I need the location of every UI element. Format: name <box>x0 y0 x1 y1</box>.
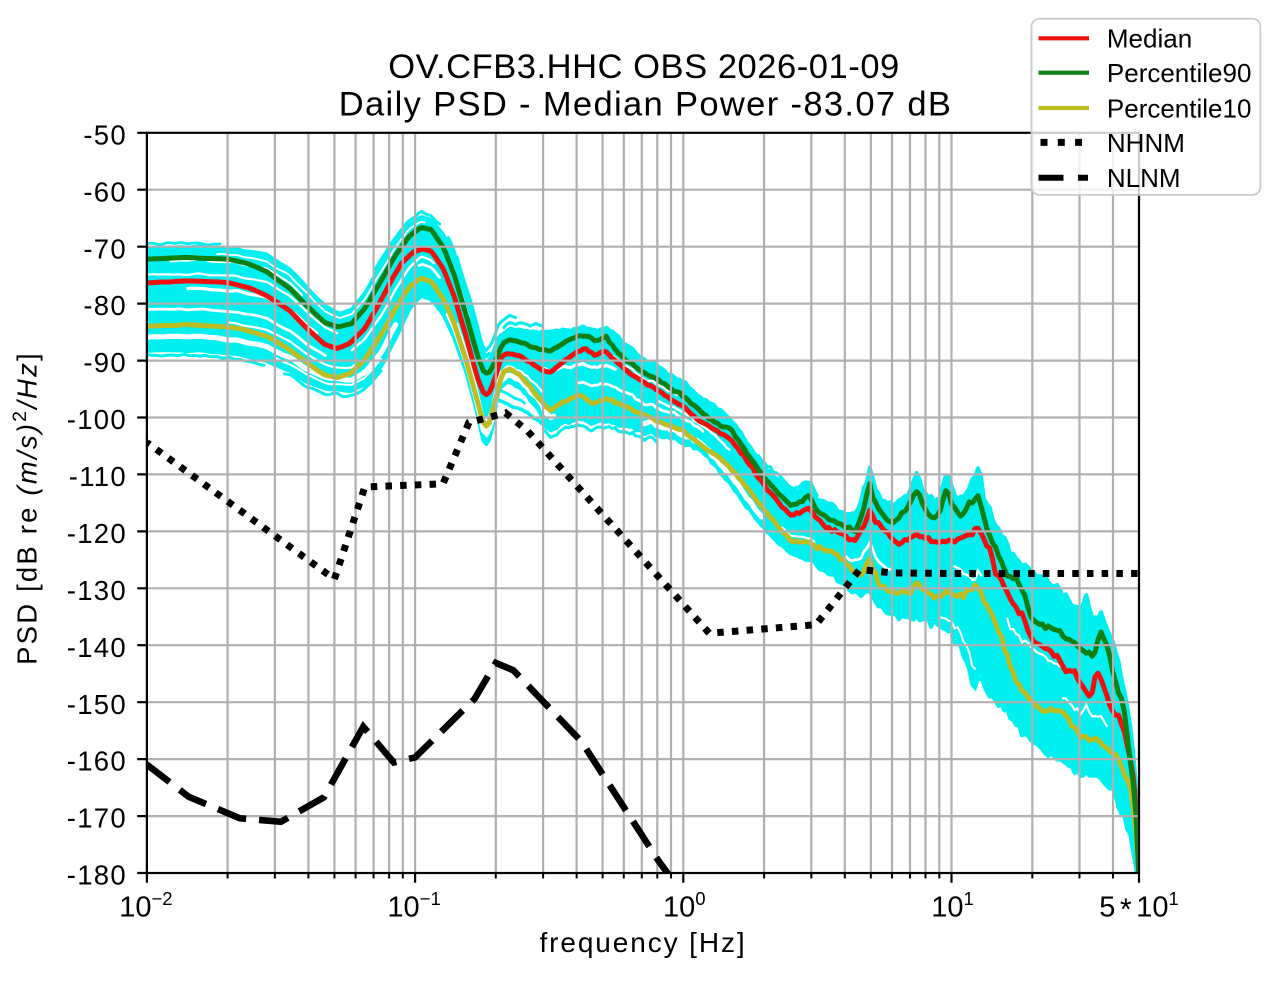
svg-text:NLNM: NLNM <box>1107 163 1181 193</box>
svg-text:-150: -150 <box>67 689 127 720</box>
svg-text:-120: -120 <box>67 518 127 549</box>
svg-text:-130: -130 <box>67 575 127 606</box>
svg-text:-80: -80 <box>83 290 127 321</box>
svg-text:10−2: 10−2 <box>119 888 172 923</box>
svg-text:frequency [Hz]: frequency [Hz] <box>539 927 746 958</box>
svg-text:-60: -60 <box>83 176 127 207</box>
svg-text:OV.CFB3.HHC OBS 2026-01-09: OV.CFB3.HHC OBS 2026-01-09 <box>388 48 900 86</box>
svg-text:5*101: 5 * 101 <box>1099 888 1179 926</box>
svg-text:-90: -90 <box>83 347 127 378</box>
svg-text:-170: -170 <box>67 803 127 834</box>
svg-text:NHNM: NHNM <box>1107 128 1185 158</box>
svg-text:-180: -180 <box>67 860 127 891</box>
svg-text:-140: -140 <box>67 632 127 663</box>
svg-text:-50: -50 <box>83 119 127 150</box>
svg-text:Median: Median <box>1107 24 1192 54</box>
svg-text:-100: -100 <box>67 404 127 435</box>
svg-text:-70: -70 <box>83 233 127 264</box>
svg-text:-110: -110 <box>69 461 127 492</box>
svg-text:-160: -160 <box>67 746 127 777</box>
svg-text:Percentile90: Percentile90 <box>1107 58 1252 88</box>
svg-text:Daily PSD - Median Power -83.0: Daily PSD - Median Power -83.07 dB <box>339 86 952 124</box>
svg-text:PSD [dB re (m/s)2/Hz]: PSD [dB re (m/s)2/Hz] <box>9 351 43 665</box>
svg-text:Percentile10: Percentile10 <box>1107 93 1252 123</box>
